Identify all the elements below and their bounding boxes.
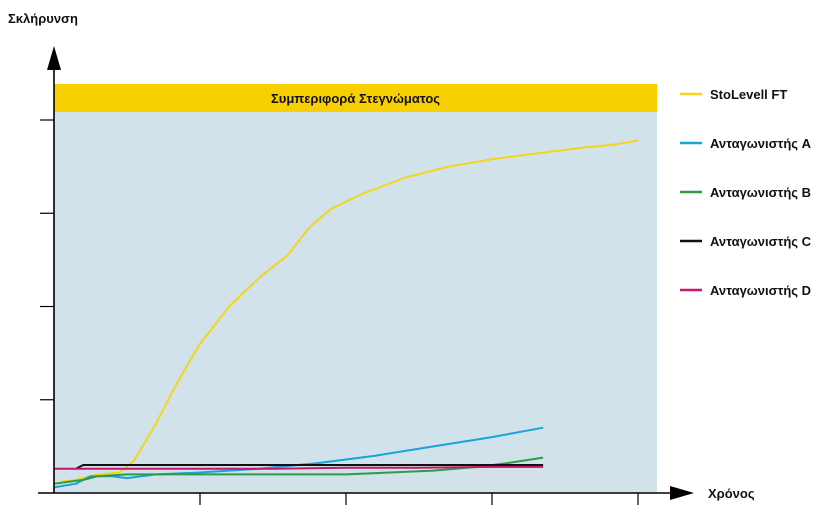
legend-label-1: StoLevell FT [710,87,787,102]
legend-label-5: Ανταγωνιστής D [710,283,811,298]
plot-background [54,84,657,493]
legend-label-3: Ανταγωνιστής B [710,185,811,200]
y-axis-label: Σκλήρυνση [8,11,78,26]
series-line-5 [54,465,544,470]
y-axis-arrow [47,46,61,70]
legend-label-2: Ανταγωνιστής A [710,136,812,151]
title-band [54,84,657,112]
series-line-4 [75,464,544,470]
legend-label-4: Ανταγωνιστής C [710,234,812,249]
chart-title: Συμπεριφορά Στεγνώματος [271,91,440,106]
series-line-2 [54,426,544,489]
x-axis-label: Χρόνος [708,486,755,501]
legend: StoLevell FT Ανταγωνιστής A Ανταγωνιστής B… [680,87,812,298]
x-axis-arrow [670,486,694,500]
